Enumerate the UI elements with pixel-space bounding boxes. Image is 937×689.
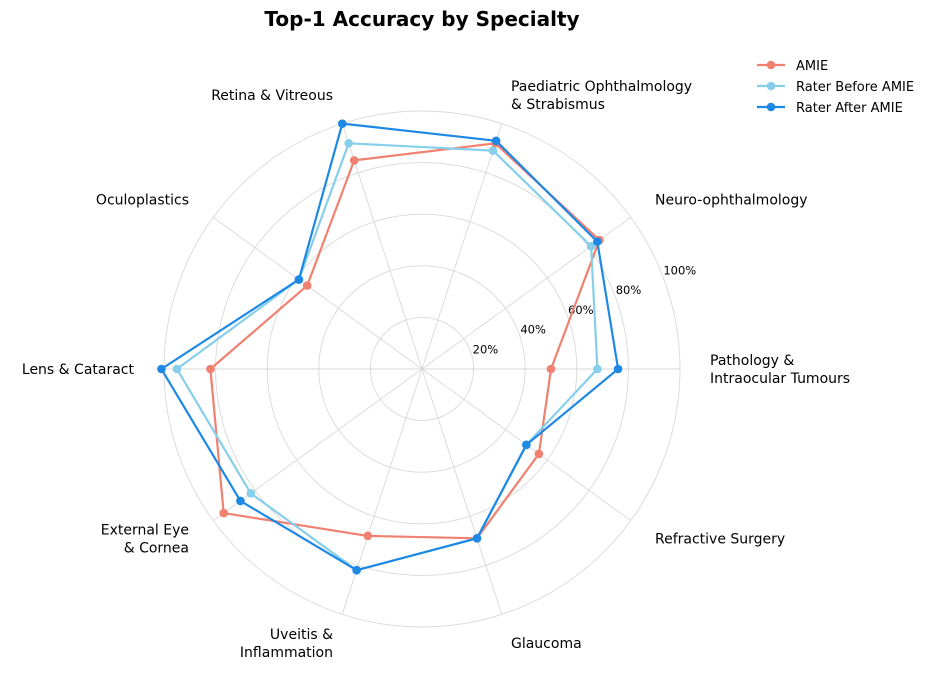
data-point <box>546 364 556 374</box>
data-point <box>522 440 531 450</box>
data-point <box>344 138 353 148</box>
data-point <box>294 275 304 284</box>
radial-tick-label: 100% <box>663 263 696 277</box>
data-series <box>157 119 623 575</box>
radial-tick-labels: 20%40%60%80%100% <box>473 263 697 356</box>
series-rater-after-amie <box>157 119 623 575</box>
data-point <box>246 489 256 498</box>
legend-swatch-marker <box>766 81 776 91</box>
data-point <box>236 496 245 506</box>
category-label: Paediatric Ophthalmology & Strabismus <box>511 79 692 113</box>
radial-tick-label: 80% <box>616 283 642 297</box>
series-line <box>160 122 620 572</box>
category-label: External Eye & Cornea <box>101 522 189 556</box>
data-point <box>363 531 373 541</box>
grid-spoke <box>341 368 423 615</box>
data-point <box>488 146 498 155</box>
data-point <box>491 136 501 146</box>
chart-title: Top-1 Accuracy by Specialty <box>264 7 579 31</box>
category-label: Pathology & Intraocular Tumours <box>710 353 850 387</box>
legend-swatch-marker <box>766 60 776 70</box>
grid-spoke <box>421 123 503 370</box>
legend-item: Rater After AMIE <box>757 101 903 116</box>
category-label: Uveitis & Inflammation <box>240 627 333 661</box>
legend-label: AMIE <box>796 59 828 74</box>
data-point <box>337 119 347 128</box>
data-point <box>172 364 182 374</box>
radial-tick-label: 20% <box>473 342 499 356</box>
category-labels: Pathology & Intraocular Tumours Neuro-opht… <box>22 79 850 661</box>
data-point <box>219 508 229 518</box>
data-point <box>352 565 361 575</box>
category-label: Lens & Cataract <box>22 362 135 378</box>
series-line <box>175 142 599 572</box>
category-label: Oculoplastics <box>96 193 189 209</box>
data-point <box>534 449 544 459</box>
data-point <box>613 364 623 374</box>
legend-label: Rater After AMIE <box>796 101 903 116</box>
data-point <box>349 156 359 165</box>
data-point <box>472 534 482 543</box>
category-label: Neuro-ophthalmology <box>655 193 808 209</box>
category-label: Glaucoma <box>511 636 582 652</box>
data-point <box>302 281 312 290</box>
legend-swatch-marker <box>766 102 776 112</box>
legend-item: AMIE <box>757 59 828 74</box>
radar-grid <box>163 110 681 628</box>
data-point <box>586 241 596 251</box>
data-point <box>593 237 602 246</box>
radial-tick-label: 40% <box>520 323 546 337</box>
series-line <box>209 142 601 540</box>
data-point <box>206 364 215 374</box>
legend: AMIE Rater Before AMIE Rater After AMIE <box>757 59 914 116</box>
category-label: Refractive Surgery <box>655 531 785 547</box>
grid-spoke <box>421 368 503 615</box>
grid-spoke <box>213 368 423 522</box>
grid-spoke <box>213 216 423 370</box>
series-rater-before-amie <box>172 138 602 575</box>
category-label: Retina & Vitreous <box>211 88 333 104</box>
data-point <box>593 364 602 374</box>
data-point <box>157 364 166 374</box>
legend-label: Rater Before AMIE <box>796 80 914 95</box>
legend-item: Rater Before AMIE <box>757 80 914 95</box>
